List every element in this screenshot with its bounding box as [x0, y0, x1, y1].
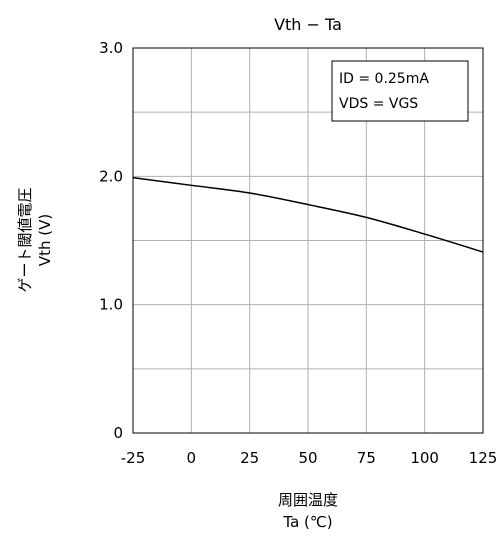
series-line: [132, 176, 484, 253]
condition-vds: VDS = VGS: [339, 96, 418, 112]
condition-box-frame: [331, 60, 469, 122]
y-axis-label: ゲート閾値電圧: [16, 187, 34, 292]
y-tick-labels: 0 1.0 2.0 3.0: [99, 39, 123, 442]
x-tick-label: 100: [410, 449, 439, 467]
y-tick-label: 0: [113, 424, 123, 442]
x-tick-label: 50: [298, 449, 317, 467]
chart-title: Vth − Ta: [274, 15, 342, 34]
series-layer: [132, 176, 484, 253]
x-axis-unit-label: Ta (℃): [282, 513, 332, 531]
y-axis-unit-label: Vth (V): [36, 214, 54, 266]
y-tick-label: 2.0: [99, 167, 123, 185]
y-tick-label: 3.0: [99, 39, 123, 57]
condition-id: ID = 0.25mA: [339, 71, 429, 87]
x-axis-label: 周囲温度: [278, 491, 338, 509]
plot-frame: [132, 47, 484, 434]
condition-box: ID = 0.25mA VDS = VGS: [331, 60, 469, 122]
x-tick-label: -25: [121, 449, 146, 467]
x-tick-label: 0: [187, 449, 197, 467]
x-tick-label: 75: [357, 449, 376, 467]
x-tick-labels: -25 0 25 50 75 100 125: [121, 449, 498, 467]
x-tick-label: 125: [469, 449, 498, 467]
y-tick-label: 1.0: [99, 296, 123, 314]
x-tick-label: 25: [240, 449, 259, 467]
